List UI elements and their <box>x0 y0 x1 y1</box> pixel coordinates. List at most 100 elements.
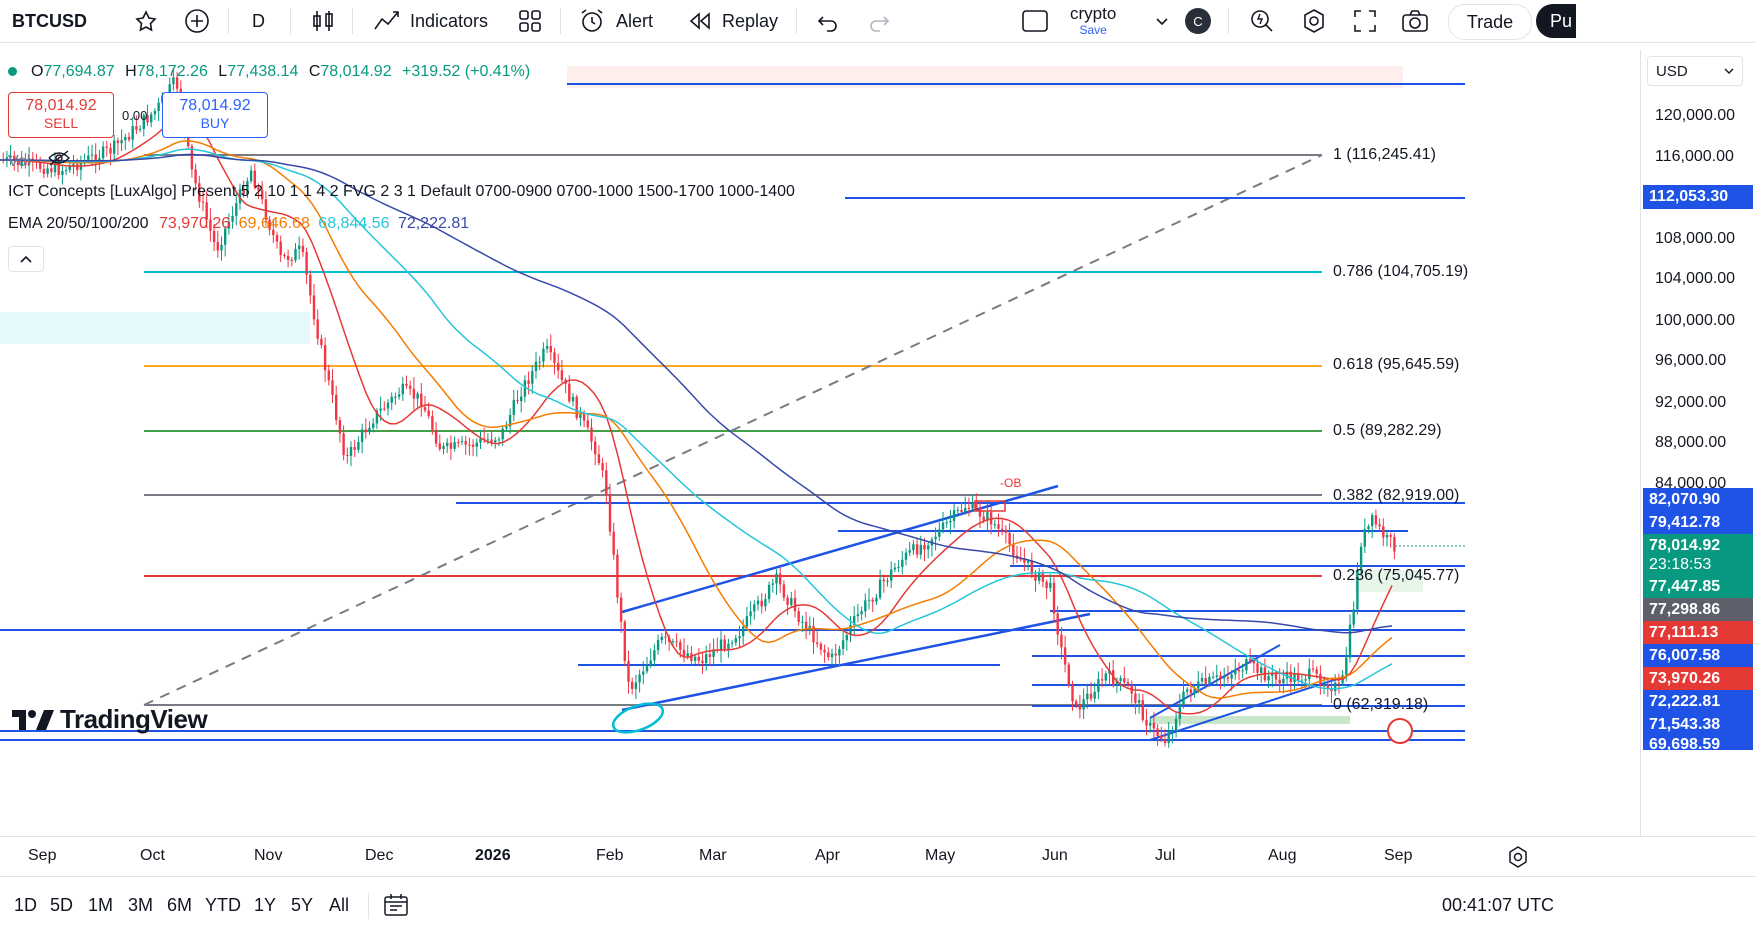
candle-body <box>375 410 379 424</box>
range-1d[interactable]: 1D <box>14 895 38 915</box>
trade-button[interactable]: Trade <box>1448 4 1532 40</box>
avatar-letter[interactable]: C <box>1185 8 1211 34</box>
alert-button[interactable]: Alert <box>578 0 653 42</box>
candle-body <box>394 396 397 398</box>
candle-body <box>1245 659 1248 671</box>
candle-body <box>216 242 219 251</box>
open-value: 77,694.87 <box>43 63 115 80</box>
sell-button[interactable]: 78,014.92 SELL <box>8 92 114 138</box>
buy-label[interactable]: BUY <box>200 115 230 131</box>
fvg-zone <box>1150 716 1350 724</box>
symbol-name[interactable]: BTCUSD <box>12 10 87 31</box>
range-ytd[interactable]: YTD <box>205 895 241 915</box>
eye-hidden-icon[interactable] <box>47 150 71 170</box>
candle-body <box>1271 673 1274 676</box>
templates-icon[interactable] <box>516 0 544 42</box>
quick-search-icon[interactable] <box>1248 0 1276 42</box>
candle-body <box>1012 544 1015 556</box>
candle-body <box>1160 736 1163 739</box>
range-1m[interactable]: 1M <box>88 895 114 915</box>
candle-body <box>1067 664 1070 686</box>
interval-label[interactable]: D <box>252 10 265 31</box>
candle-body <box>904 552 908 560</box>
candle-body <box>87 155 90 160</box>
sell-label[interactable]: SELL <box>43 115 79 131</box>
candle-body <box>660 636 663 640</box>
candles-icon[interactable] <box>310 0 336 42</box>
candle-body <box>557 363 560 371</box>
candle-body <box>790 598 793 605</box>
alert-label[interactable]: Alert <box>616 10 654 31</box>
layout-name-button[interactable]: crypto Save <box>1070 0 1116 42</box>
price-label: 71,543.38 <box>1643 713 1753 737</box>
collapse-legend-button[interactable] <box>8 246 44 272</box>
symbol-search[interactable]: BTCUSD <box>12 0 87 42</box>
layout-name[interactable]: crypto <box>1070 4 1117 23</box>
candle-body <box>1126 682 1130 686</box>
candle-body <box>927 545 930 550</box>
layout-save-label[interactable]: Save <box>1079 23 1107 37</box>
time-tick: Aug <box>1268 847 1297 864</box>
range-3m[interactable]: 3M <box>128 895 154 915</box>
indicators-button[interactable]: Indicators <box>372 0 488 42</box>
candle-body <box>1337 682 1341 684</box>
chevron-down-icon[interactable] <box>1152 0 1172 42</box>
avatar[interactable]: C <box>1185 0 1211 42</box>
layout-icon[interactable] <box>1020 0 1050 42</box>
candle-body <box>1289 671 1292 683</box>
favorite-icon[interactable] <box>132 0 160 42</box>
candle-body <box>1363 529 1366 547</box>
utc-clock[interactable]: 00:41:07 UTC <box>1442 895 1555 915</box>
candle-body <box>1026 560 1030 563</box>
range-all[interactable]: All <box>329 895 350 915</box>
candle-body <box>1023 559 1026 563</box>
replay-label[interactable]: Replay <box>722 10 779 31</box>
price-label: 72,222.81 <box>1643 690 1753 714</box>
redo-icon[interactable] <box>866 0 892 42</box>
buy-button[interactable]: 78,014.92 BUY <box>162 92 268 138</box>
candle-body <box>301 245 305 252</box>
range-5d[interactable]: 5D <box>50 895 74 915</box>
time-axis[interactable]: Sep Oct Nov Dec 2026 Feb Mar Apr May Jun… <box>0 836 1755 877</box>
low-value: 77,438.14 <box>227 63 299 80</box>
interval-button[interactable]: D <box>252 0 265 42</box>
chart-pane[interactable]: O77,694.87 H78,172.26 L77,438.14 C78,014… <box>0 50 1640 836</box>
replay-button[interactable]: Replay <box>686 0 778 42</box>
candle-body <box>1115 680 1119 685</box>
ema-label[interactable]: EMA 20/50/100/200 <box>8 215 149 232</box>
price-chart[interactable] <box>0 50 1640 836</box>
publish-label[interactable]: Pu <box>1550 10 1573 31</box>
sell-price[interactable]: 78,014.92 <box>25 97 97 114</box>
tradingview-logo[interactable]: TradingView <box>10 704 208 735</box>
candle-body <box>797 611 800 622</box>
date-range-calendar-icon[interactable] <box>382 891 410 924</box>
range-1y[interactable]: 1Y <box>254 895 277 915</box>
candle-body <box>464 441 467 445</box>
fullscreen-icon[interactable] <box>1351 0 1379 42</box>
trade-label[interactable]: Trade <box>1466 11 1514 32</box>
range-6m[interactable]: 6M <box>167 895 193 915</box>
indicators-icon <box>374 11 399 30</box>
buy-price[interactable]: 78,014.92 <box>179 97 251 114</box>
fib-label-0382: 0.382 (82,919.00) <box>1333 487 1460 504</box>
ema-legend[interactable]: EMA 20/50/100/200 73,970.26 69,646.68 68… <box>8 215 469 233</box>
candle-body <box>1267 675 1270 681</box>
candle-body <box>804 621 808 631</box>
ict-legend[interactable]: ICT Concepts [LuxAlgo] Present 5 2 10 1 … <box>8 183 795 200</box>
candle-body <box>964 508 967 512</box>
undo-icon[interactable] <box>815 0 841 42</box>
add-symbol-icon[interactable] <box>183 0 211 42</box>
range-5y[interactable]: 5Y <box>291 895 314 915</box>
currency-select[interactable]: USD <box>1647 56 1743 86</box>
price-axis[interactable]: USD 120,000.00 116,000.00 108,000.00 104… <box>1640 50 1755 836</box>
indicators-label[interactable]: Indicators <box>410 10 489 31</box>
currency-label[interactable]: USD <box>1656 62 1688 80</box>
axis-settings-icon[interactable] <box>1506 845 1530 874</box>
settings-gear-icon[interactable] <box>1300 0 1328 42</box>
candle-body <box>594 441 597 455</box>
candle-body <box>246 181 249 195</box>
candle-body <box>109 147 112 154</box>
publish-button[interactable]: Pu <box>1536 4 1576 38</box>
channel-lower-line <box>621 612 1091 712</box>
camera-icon[interactable] <box>1400 0 1430 42</box>
